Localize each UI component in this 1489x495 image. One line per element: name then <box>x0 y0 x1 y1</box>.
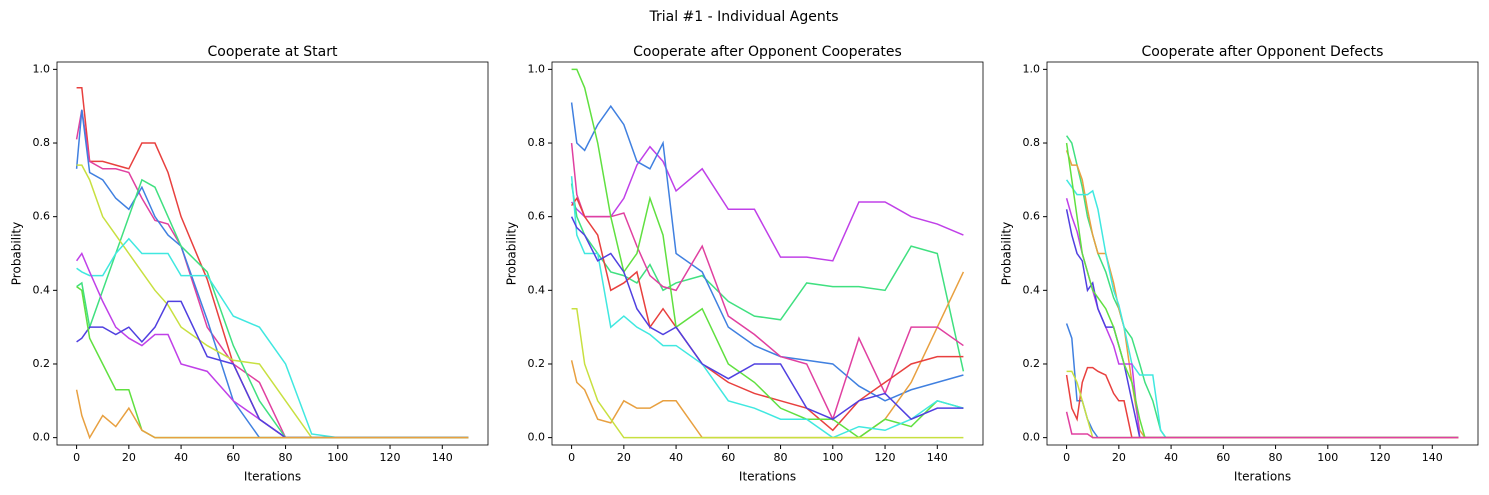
y-tick-label: 0.2 <box>1023 357 1041 370</box>
x-tick-label: 0 <box>73 451 80 464</box>
axes-frame <box>551 61 984 446</box>
x-tick-label: 120 <box>875 451 896 464</box>
x-tick-label: 140 <box>432 451 453 464</box>
y-axis-label: Probability <box>505 222 519 285</box>
x-tick-label: 80 <box>1269 451 1283 464</box>
x-tick-label: 120 <box>380 451 401 464</box>
series-line <box>76 286 469 439</box>
series-line <box>1065 411 1459 439</box>
y-tick-label: 0.4 <box>528 283 546 296</box>
x-tick-label: 0 <box>1063 451 1070 464</box>
x-tick-label: 60 <box>226 451 240 464</box>
axes-frame <box>1046 61 1479 446</box>
series-line <box>1065 150 1459 439</box>
y-tick-label: 0.0 <box>1023 431 1041 444</box>
figure-title: Trial #1 - Individual Agents <box>648 9 838 25</box>
series-line <box>76 164 469 439</box>
x-tick-label: 20 <box>122 451 136 464</box>
series-line <box>570 102 964 402</box>
series-line <box>1065 142 1459 439</box>
series-line <box>570 142 964 422</box>
series-line <box>570 176 964 439</box>
y-axis-label: Probability <box>1000 222 1014 285</box>
subplot: Cooperate after Opponent Cooperates Itera… <box>505 44 984 484</box>
y-tick-label: 0.0 <box>33 431 51 444</box>
series-line <box>571 68 964 439</box>
y-tick-label: 1.0 <box>1023 62 1041 75</box>
y-tick-label: 1.0 <box>33 62 51 75</box>
x-tick-label: 100 <box>1317 451 1338 464</box>
subplot-title: Cooperate at Start <box>207 44 338 60</box>
y-tick-label: 0.4 <box>1023 283 1041 296</box>
y-tick-label: 0.6 <box>33 210 51 223</box>
x-tick-label: 0 <box>568 451 575 464</box>
y-tick-label: 0.8 <box>33 136 51 149</box>
x-tick-label: 120 <box>1370 451 1391 464</box>
y-tick-label: 1.0 <box>528 62 546 75</box>
subplot: Cooperate at Start Iterations Probability 0… <box>10 44 489 484</box>
x-axis-label: Iterations <box>244 470 301 484</box>
x-tick-label: 80 <box>774 451 788 464</box>
y-tick-label: 0.8 <box>528 136 546 149</box>
y-tick-label: 0.4 <box>33 283 51 296</box>
x-tick-label: 100 <box>327 451 348 464</box>
series-line <box>570 145 964 262</box>
x-tick-label: 60 <box>1216 451 1230 464</box>
series-line <box>1065 198 1459 439</box>
y-tick-label: 0.2 <box>33 357 51 370</box>
series-line <box>570 183 965 372</box>
y-tick-label: 0.6 <box>1023 210 1041 223</box>
x-tick-label: 40 <box>669 451 683 464</box>
y-axis-label: Probability <box>10 222 24 285</box>
y-tick-label: 0.8 <box>1023 136 1041 149</box>
y-tick-label: 0.6 <box>528 210 546 223</box>
x-tick-label: 100 <box>822 451 843 464</box>
subplot-title: Cooperate after Opponent Defects <box>1142 44 1384 60</box>
x-tick-label: 40 <box>174 451 188 464</box>
x-tick-label: 60 <box>721 451 735 464</box>
subplot-title: Cooperate after Opponent Cooperates <box>633 44 902 60</box>
series-line <box>1065 366 1459 439</box>
x-tick-label: 140 <box>927 451 948 464</box>
x-tick-label: 140 <box>1422 451 1443 464</box>
x-axis-label: Iterations <box>739 470 796 484</box>
x-axis-label: Iterations <box>1234 470 1291 484</box>
y-tick-label: 0.0 <box>528 431 546 444</box>
series-line <box>570 216 964 421</box>
x-tick-label: 80 <box>279 451 293 464</box>
x-tick-label: 40 <box>1164 451 1178 464</box>
subplot: Cooperate after Opponent Defects Iteratio… <box>1000 44 1479 484</box>
x-tick-label: 20 <box>1112 451 1126 464</box>
y-tick-label: 0.2 <box>528 357 546 370</box>
series-line <box>1065 179 1459 439</box>
series-line <box>571 307 964 439</box>
axes-frame <box>56 61 489 446</box>
series-line <box>75 389 469 440</box>
series-line <box>75 109 469 439</box>
series-line <box>75 109 469 439</box>
series-line <box>76 178 469 439</box>
x-tick-label: 20 <box>617 451 631 464</box>
series-line <box>1065 135 1459 439</box>
series-line <box>76 300 469 439</box>
